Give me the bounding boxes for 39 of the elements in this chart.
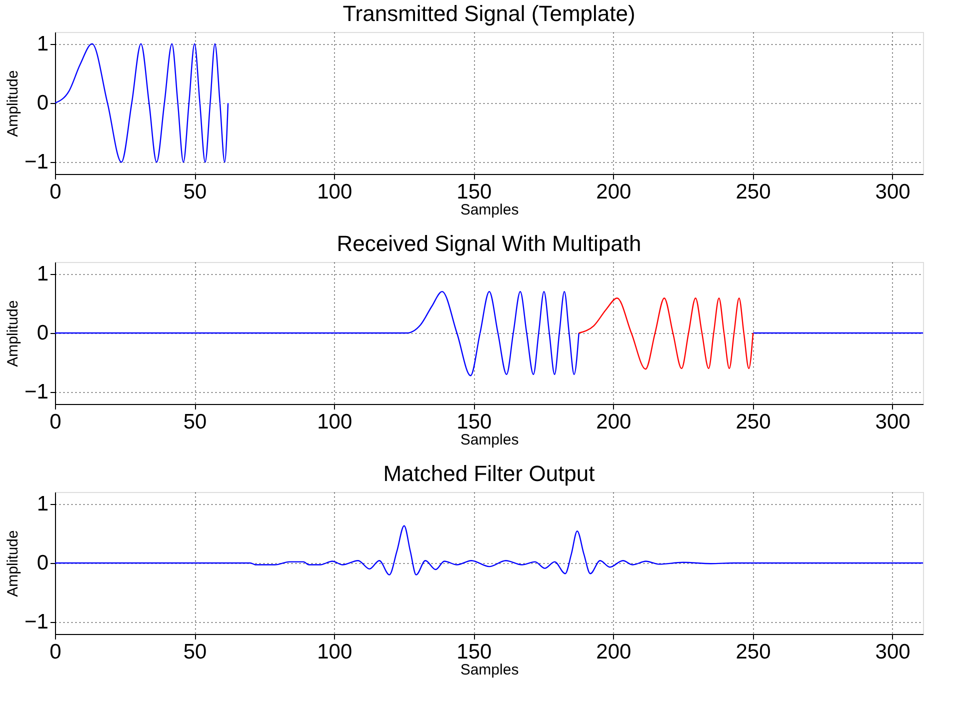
x-tick-label: 150 bbox=[456, 180, 492, 204]
y-axis-title: Amplitude bbox=[4, 70, 22, 137]
x-tick-label: 200 bbox=[596, 640, 632, 664]
x-tick-label: 200 bbox=[596, 410, 632, 434]
x-tick-label: 250 bbox=[736, 410, 771, 434]
x-tick-label: 50 bbox=[183, 180, 207, 204]
x-tick-label: 50 bbox=[183, 640, 207, 664]
x-tick-label: 300 bbox=[875, 180, 910, 204]
y-tick-label: −1 bbox=[24, 150, 48, 174]
x-tick-label: 100 bbox=[317, 410, 352, 434]
x-tick-label: 150 bbox=[456, 640, 492, 664]
y-tick-label: 0 bbox=[36, 92, 48, 114]
y-tick-label: 1 bbox=[36, 492, 48, 516]
x-tick-label: 100 bbox=[317, 180, 352, 204]
chart-title: Received Signal With Multipath bbox=[336, 231, 642, 256]
y-tick-label: 1 bbox=[36, 262, 48, 286]
y-tick-label: −1 bbox=[24, 610, 48, 634]
x-axis-title: Samples bbox=[460, 432, 519, 448]
chart-title: Transmitted Signal (Template) bbox=[342, 1, 636, 26]
x-tick-label: 300 bbox=[875, 410, 910, 434]
x-tick-label: 250 bbox=[736, 180, 771, 204]
x-tick-label: 250 bbox=[736, 640, 771, 664]
y-tick-label: 1 bbox=[36, 32, 48, 56]
x-tick-label: 300 bbox=[875, 640, 910, 664]
line-series bbox=[55, 43, 229, 163]
x-axis-title: Samples bbox=[460, 662, 519, 678]
x-tick-label: 200 bbox=[596, 180, 632, 204]
y-axis-title: Amplitude bbox=[4, 300, 22, 367]
chart-title: Matched Filter Output bbox=[383, 461, 595, 486]
x-tick-label: 150 bbox=[456, 410, 492, 434]
y-tick-label: 0 bbox=[36, 322, 48, 344]
y-axis-title: Amplitude bbox=[4, 530, 22, 597]
x-tick-label: 100 bbox=[317, 640, 352, 664]
y-tick-label: −1 bbox=[24, 380, 48, 404]
line-series bbox=[55, 525, 923, 576]
y-tick-label: 0 bbox=[36, 552, 48, 574]
x-tick-label: 50 bbox=[183, 410, 207, 434]
line-series bbox=[578, 297, 754, 370]
x-axis-title: Samples bbox=[460, 202, 519, 218]
